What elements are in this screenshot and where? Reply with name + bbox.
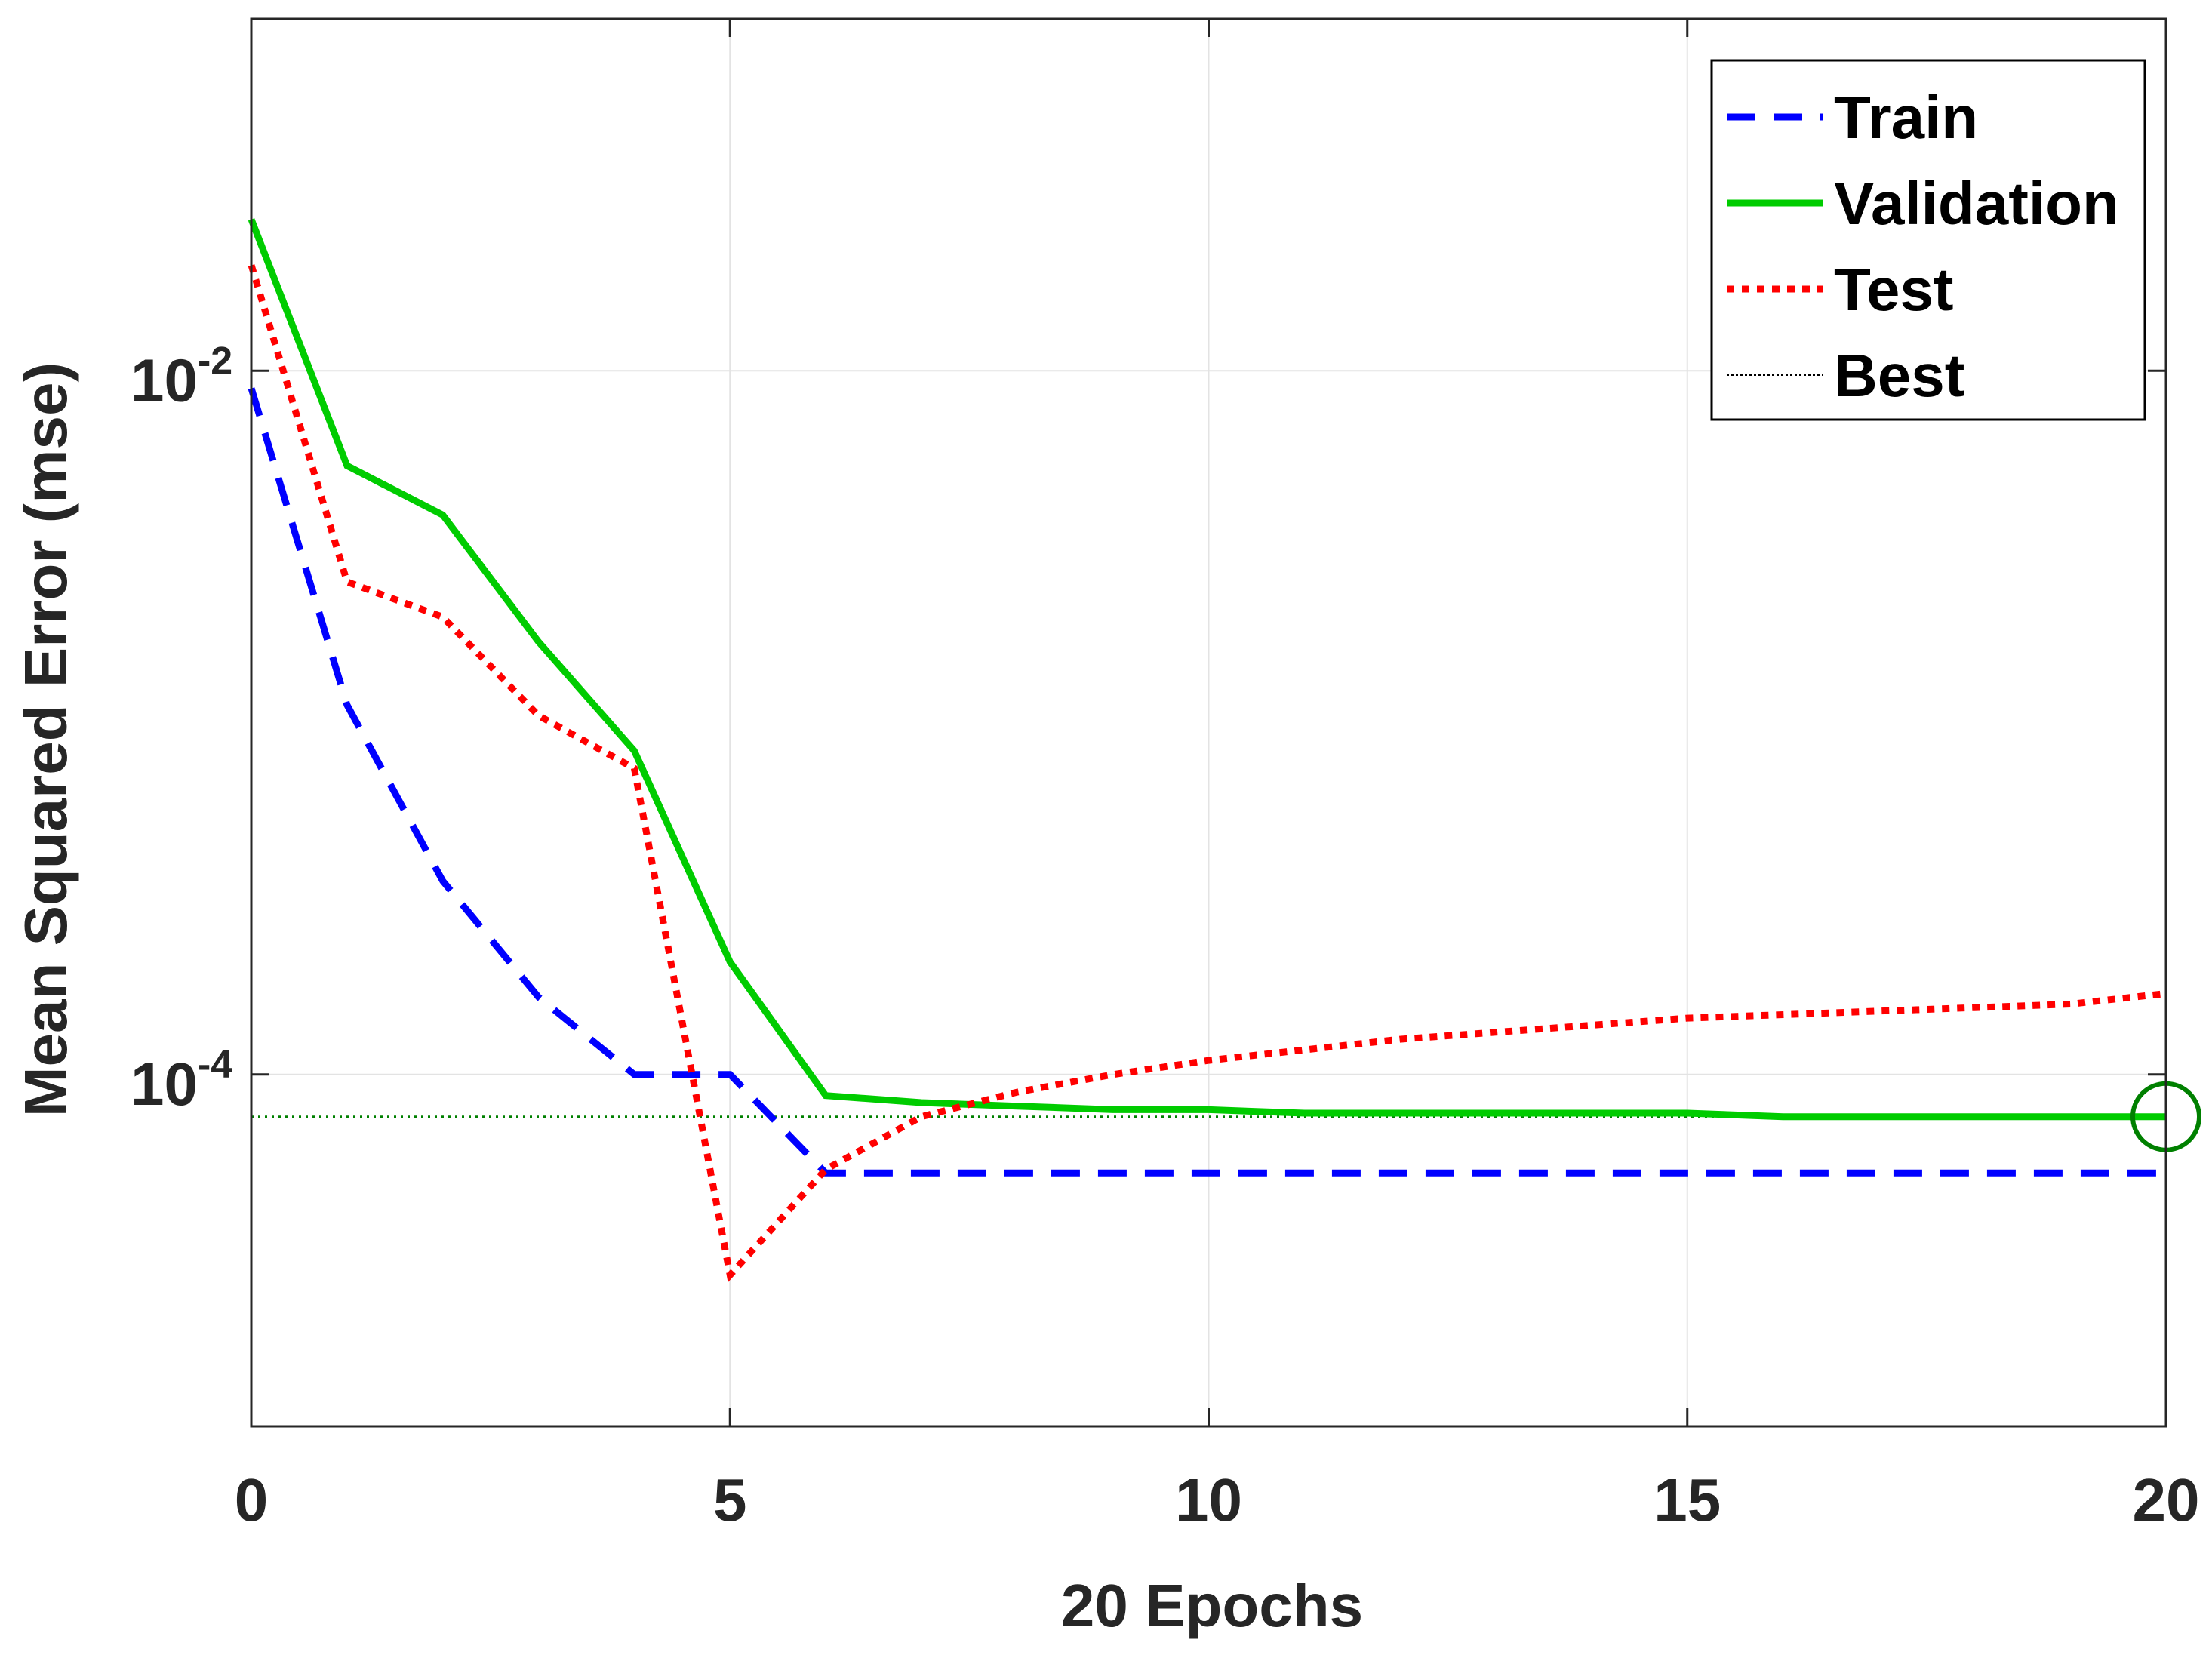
legend-label-best: Best (1834, 342, 1964, 409)
series-line-test (248, 264, 2167, 1283)
x-tick-label-0: 0 (235, 1466, 269, 1533)
x-tick-label-1: 5 (713, 1466, 747, 1533)
tick-labels: 0 5 10 15 20 10-2 10-4 (131, 339, 2199, 1533)
y-tick-label-0: 10-2 (131, 339, 232, 414)
x-tick-label-2: 10 (1175, 1466, 1242, 1533)
x-axis-label: 20 Epochs (1061, 1572, 1363, 1639)
legend-label-validation: Validation (1834, 170, 2119, 237)
x-tick-label-3: 15 (1654, 1466, 1721, 1533)
y-tick-label-1: 10-4 (131, 1043, 232, 1118)
y-axis-label: Mean Squared Error (mse) (12, 362, 79, 1117)
series-line-train (248, 387, 2166, 1177)
axes-frame (250, 17, 2167, 1428)
x-tick-label-4: 20 (2133, 1466, 2200, 1533)
legend-label-train: Train (1834, 84, 1978, 151)
series-line-validation (248, 218, 2166, 1121)
legend-label-test: Test (1834, 256, 1954, 323)
legend: Train Validation Test Best (1710, 59, 2146, 421)
